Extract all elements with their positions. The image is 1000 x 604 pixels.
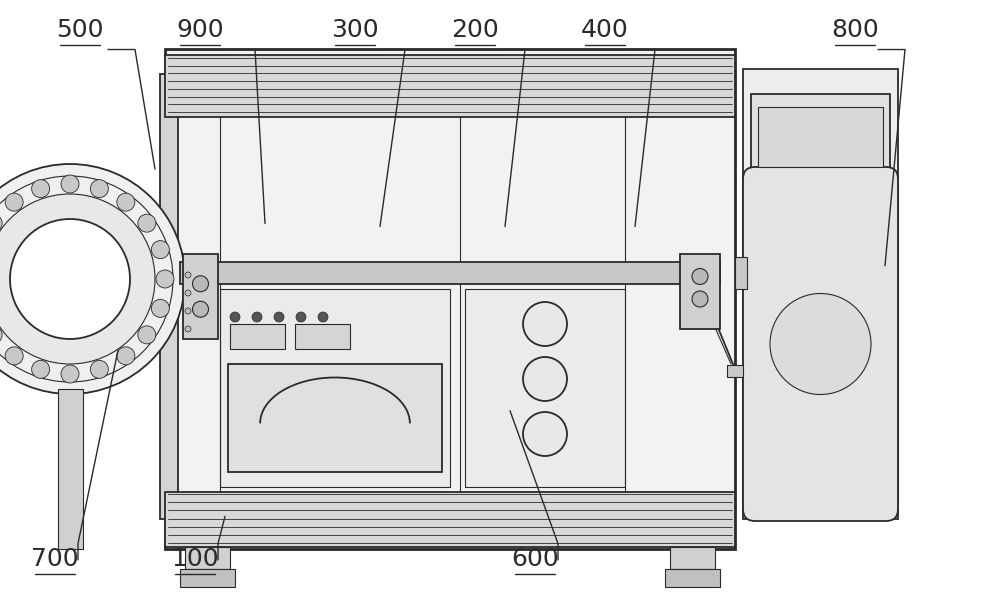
Circle shape [5, 347, 23, 365]
Text: 700: 700 [31, 547, 79, 571]
Text: 100: 100 [171, 547, 219, 571]
Circle shape [151, 240, 169, 259]
Bar [727, 365, 743, 377]
Bar [465, 289, 625, 487]
Bar [183, 254, 218, 339]
Bar [180, 262, 720, 284]
FancyBboxPatch shape [743, 167, 898, 521]
Circle shape [0, 194, 155, 364]
Circle shape [32, 179, 50, 198]
Circle shape [523, 357, 567, 401]
Circle shape [138, 214, 156, 232]
Circle shape [192, 301, 208, 317]
Text: 900: 900 [176, 18, 224, 42]
Circle shape [523, 412, 567, 456]
Bar [230, 324, 285, 349]
Bar [220, 289, 450, 487]
Circle shape [151, 300, 169, 317]
Circle shape [185, 326, 191, 332]
Text: 200: 200 [451, 18, 499, 42]
Bar [758, 107, 883, 167]
Circle shape [117, 347, 135, 365]
Bar [160, 74, 178, 519]
Circle shape [5, 193, 23, 211]
Bar [670, 547, 715, 569]
Circle shape [0, 214, 2, 232]
Circle shape [61, 365, 79, 383]
Circle shape [117, 193, 135, 211]
Text: 800: 800 [831, 18, 879, 42]
Circle shape [185, 272, 191, 278]
Circle shape [192, 276, 208, 292]
Bar [665, 569, 720, 587]
Bar [680, 254, 720, 329]
Text: 500: 500 [56, 18, 104, 42]
Text: 300: 300 [331, 18, 379, 42]
Circle shape [318, 312, 328, 322]
Circle shape [90, 361, 108, 378]
Text: 400: 400 [581, 18, 629, 42]
Bar [180, 569, 235, 587]
Circle shape [32, 361, 50, 378]
Circle shape [230, 312, 240, 322]
Bar [185, 547, 230, 569]
Circle shape [0, 326, 2, 344]
Circle shape [692, 291, 708, 307]
Circle shape [274, 312, 284, 322]
Circle shape [90, 179, 108, 198]
Bar [228, 364, 442, 472]
Circle shape [296, 312, 306, 322]
Circle shape [692, 269, 708, 284]
Bar [58, 389, 83, 549]
Circle shape [252, 312, 262, 322]
Circle shape [523, 302, 567, 346]
Circle shape [770, 294, 871, 394]
Bar [735, 257, 747, 289]
Bar [165, 49, 735, 549]
Circle shape [185, 308, 191, 314]
Circle shape [0, 164, 185, 394]
Circle shape [61, 175, 79, 193]
Bar [751, 94, 890, 174]
Circle shape [185, 290, 191, 296]
Text: 600: 600 [511, 547, 559, 571]
Circle shape [156, 270, 174, 288]
Bar [165, 55, 735, 117]
Bar [743, 69, 898, 519]
Circle shape [10, 219, 130, 339]
Bar [165, 492, 735, 547]
Circle shape [138, 326, 156, 344]
Bar [295, 324, 350, 349]
